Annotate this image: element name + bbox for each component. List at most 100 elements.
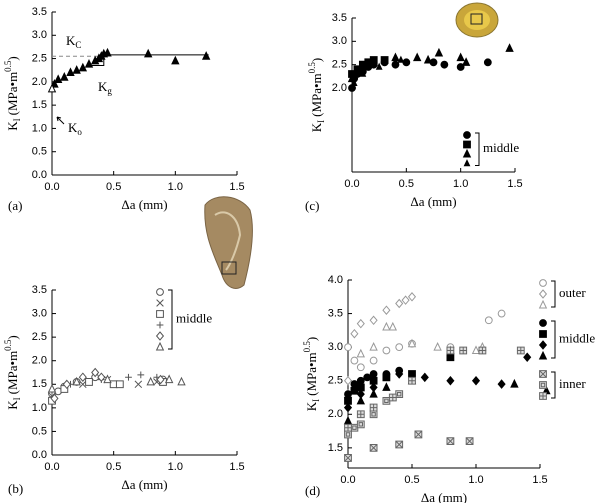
marker xyxy=(356,318,365,329)
marker xyxy=(446,346,455,355)
y-tick-label: 2.5 xyxy=(328,375,343,387)
legend-marker xyxy=(156,321,164,329)
marker xyxy=(343,415,353,425)
x-tick-label: 0.0 xyxy=(344,178,359,190)
x-axis-title: Δa (mm) xyxy=(421,490,467,503)
annotation-arrow xyxy=(56,116,65,125)
x-tick-label: 1.5 xyxy=(229,461,244,473)
panel-label: (b) xyxy=(8,481,23,496)
marker xyxy=(356,420,365,429)
legend-label: outer xyxy=(559,285,586,300)
marker xyxy=(356,363,365,372)
marker xyxy=(446,375,455,386)
y-axis-title-part: K xyxy=(304,401,319,411)
legend-marker xyxy=(539,319,547,327)
marker xyxy=(380,56,389,64)
marker xyxy=(446,437,455,446)
marker xyxy=(369,403,378,412)
marker xyxy=(47,83,57,93)
y-tick-label: 3.0 xyxy=(328,341,343,353)
y-tick-label: 2.0 xyxy=(32,76,47,88)
marker xyxy=(344,430,352,439)
marker xyxy=(72,65,81,74)
legend-marker xyxy=(539,279,547,287)
y-axis-title-part: ) xyxy=(5,335,20,339)
marker xyxy=(433,341,442,351)
marker xyxy=(369,57,378,66)
legend-label: middle xyxy=(559,330,595,345)
marker xyxy=(350,78,358,87)
y-tick-label: 2.0 xyxy=(332,82,347,94)
y-tick-label: 3.5 xyxy=(332,12,347,24)
y-tick-label: 1.5 xyxy=(32,99,47,111)
marker xyxy=(201,51,211,60)
marker xyxy=(115,380,124,389)
marker xyxy=(60,72,69,81)
legend-marker xyxy=(462,148,472,158)
y-axis-title: KI (MPa•m0.5) xyxy=(307,58,326,133)
marker xyxy=(363,373,372,382)
legend-marker xyxy=(156,288,164,296)
marker xyxy=(62,379,71,390)
y-tick-label: 1.0 xyxy=(32,402,47,414)
marker xyxy=(461,57,471,66)
x-axis-title: Δa (mm) xyxy=(121,197,167,212)
marker xyxy=(369,341,378,351)
marker xyxy=(505,43,514,52)
marker xyxy=(497,379,506,389)
marker xyxy=(395,369,404,379)
x-tick-label: 1.5 xyxy=(229,181,244,193)
marker xyxy=(344,454,352,462)
marker xyxy=(395,390,404,399)
y-axis-title-part: ) xyxy=(5,56,20,60)
marker xyxy=(344,343,352,352)
panel-label: (d) xyxy=(305,483,320,498)
marker xyxy=(497,309,506,318)
marker xyxy=(413,52,422,62)
y-axis-title: KI (MPa•m0.5) xyxy=(3,335,22,410)
y-axis-title-part: 0.5 xyxy=(302,341,312,353)
legend-bracket xyxy=(168,289,173,350)
marker xyxy=(125,373,132,381)
marker xyxy=(369,410,378,419)
y-axis-title-part: (MPa•m xyxy=(304,352,319,396)
marker xyxy=(84,59,94,68)
marker xyxy=(516,346,525,355)
marker xyxy=(164,374,174,384)
marker xyxy=(144,48,153,58)
y-tick-label: 3.5 xyxy=(32,6,47,18)
marker xyxy=(484,316,493,325)
marker xyxy=(356,383,365,392)
y-tick-label: 2.5 xyxy=(32,331,47,343)
marker xyxy=(382,373,391,382)
marker xyxy=(414,430,423,439)
marker xyxy=(78,62,88,72)
marker xyxy=(388,393,397,402)
y-tick-label: 3.0 xyxy=(32,307,47,319)
marker xyxy=(85,378,93,386)
marker xyxy=(350,380,359,388)
annotation: Kg xyxy=(98,79,112,96)
x-axis-title: Δa (mm) xyxy=(121,477,167,492)
x-tick-label: 1.0 xyxy=(168,461,183,473)
marker xyxy=(103,374,112,384)
marker xyxy=(78,372,87,382)
marker xyxy=(347,73,357,83)
marker xyxy=(344,396,352,405)
y-axis-title-part: ) xyxy=(309,58,324,62)
y-axis-title-part: I xyxy=(12,397,22,400)
y-axis-title: KI (MPa•m0.5) xyxy=(302,337,321,412)
marker xyxy=(359,69,367,77)
y-tick-label: 0.5 xyxy=(32,425,47,437)
y-tick-label: 0.5 xyxy=(32,146,47,158)
legend-marker xyxy=(538,350,548,360)
x-tick-label: 0.5 xyxy=(404,474,419,486)
y-tick-label: 3.5 xyxy=(32,284,47,296)
y-axis-title: KI (MPa•m0.5) xyxy=(3,56,22,131)
y-tick-label: 3.0 xyxy=(332,35,347,47)
marker xyxy=(434,47,444,57)
y-tick-label: 3.5 xyxy=(328,307,343,319)
marker xyxy=(350,328,359,339)
marker xyxy=(369,315,378,326)
